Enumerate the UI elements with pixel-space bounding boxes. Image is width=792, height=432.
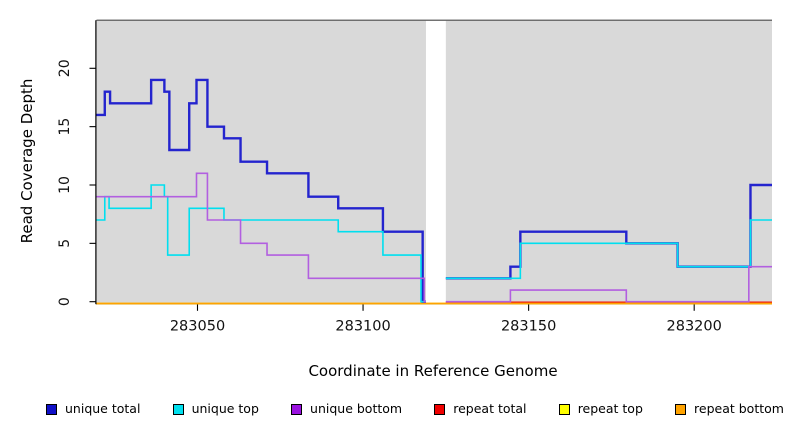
series-line-unique-bottom	[96, 172, 426, 303]
legend-item-unique-bottom: unique bottom	[291, 402, 402, 416]
legend-swatch-repeat-top	[558, 403, 570, 415]
legend-swatch-unique-total	[46, 403, 57, 415]
y-axis-title: Read Coverage Depth	[18, 78, 36, 244]
coverage-gap-band	[425, 20, 446, 304]
series-line-unique-bottom	[445, 265, 772, 303]
legend-item-repeat-bottom: repeat bottom	[675, 402, 784, 416]
legend-label: repeat top	[577, 401, 643, 416]
x-tick-label: 283200	[667, 318, 722, 334]
series-line-unique-top	[445, 219, 772, 280]
y-tick-label: 0	[57, 297, 73, 306]
series-line-unique-total	[96, 78, 426, 303]
legend-swatch-unique-top	[172, 403, 184, 415]
legend-label: repeat bottom	[694, 401, 784, 416]
y-tick-label: 5	[57, 239, 73, 248]
legend-label: unique bottom	[310, 401, 403, 416]
legend-item-unique-top: unique top	[172, 401, 259, 416]
series-line-unique-top	[96, 184, 426, 303]
legend-label: repeat total	[453, 401, 527, 416]
x-tick-label: 283100	[335, 318, 390, 334]
legend-swatch-repeat-total	[434, 403, 446, 415]
legend-item-repeat-top: repeat top	[558, 401, 643, 416]
y-tick-label: 20	[57, 59, 73, 77]
x-tick-label: 283050	[170, 318, 225, 334]
legend-swatch-unique-bottom	[291, 403, 303, 415]
chart-legend: unique total unique top unique bottom repea…	[46, 401, 784, 417]
legend-label: unique total	[65, 401, 141, 416]
legend-item-unique-total: unique total	[46, 402, 140, 416]
legend-item-repeat-total: repeat total	[434, 401, 527, 416]
legend-swatch-repeat-bottom	[675, 403, 687, 415]
y-tick-label: 15	[57, 118, 73, 136]
x-tick-label: 283150	[501, 318, 556, 334]
x-axis-title: Coordinate in Reference Genome	[308, 362, 558, 380]
legend-label: unique top	[191, 401, 259, 416]
y-tick-label: 10	[57, 176, 73, 194]
